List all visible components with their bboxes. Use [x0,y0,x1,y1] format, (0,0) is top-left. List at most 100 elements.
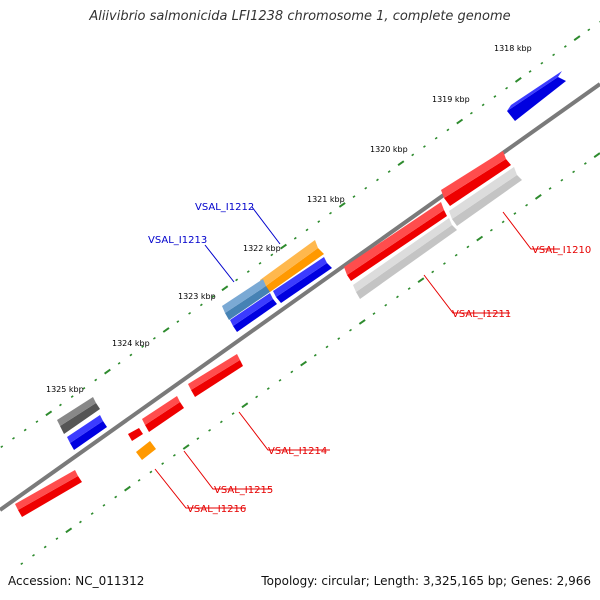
tick-mark [114,495,118,499]
tick-mark [305,228,309,232]
tick-mark [124,485,131,492]
tick-mark [161,462,165,465]
tick-mark [35,420,39,423]
gene-red-bottom-left[interactable] [18,476,82,517]
tick-mark [219,420,223,424]
gene-darkgray-1325[interactable] [60,403,100,434]
tick-mark [208,428,212,432]
tick-mark [349,328,352,332]
label-vsal-i1216[interactable]: VSAL_I1216 [187,504,246,515]
tick-mark [456,118,464,125]
gene-blue-1323-top [230,293,273,326]
tick-mark [235,278,239,282]
tick-mark [514,76,522,83]
label-vsal-i1212[interactable]: VSAL_I1212 [195,202,254,213]
tick-mark [583,162,587,165]
tick-mark [364,186,368,190]
gene-lightgray-vsal-i1210[interactable] [452,175,522,226]
tick-mark [104,368,111,375]
tick-mark [55,537,59,540]
gene-red-small[interactable] [128,428,143,441]
tick-mark [137,478,141,482]
tick-mark [59,403,62,407]
gene-blue-1325[interactable] [70,421,107,450]
tick-mark [317,220,321,223]
tick-mark [372,312,376,315]
genome-summary-text: Topology: circular; Length: 3,325,165 bp… [261,574,591,588]
gene-blue-1321[interactable] [276,263,332,303]
tick-mark [434,136,438,140]
label-vsal-i1214[interactable]: VSAL_I1214 [268,446,327,457]
label-vsal-i1211[interactable]: VSAL_I1211 [452,309,511,320]
tick-mark [70,395,74,398]
label-vsal-i1215[interactable]: VSAL_I1215 [214,485,273,496]
tick-mark [431,270,435,274]
gene-red-bottom-left-top [15,470,78,510]
gene-blue-1318[interactable] [507,77,566,121]
tick-mark [593,152,600,159]
gene-red-vsal-i1210-top-face [441,151,506,198]
tick-mark [572,170,576,174]
tick-mark [45,410,53,417]
gene-red-vsal-i1211-top-face [344,202,444,275]
tick-mark [102,503,106,507]
genome-title: Aliivibrio salmonicida LFI1238 chromosom… [89,9,511,24]
tick-mark [117,361,121,365]
tick-mark [129,353,133,357]
tick-mark [196,437,200,440]
tick-mark [79,520,82,524]
tick-mark [540,61,544,65]
gene-red-vsal-i1215[interactable] [145,402,184,432]
gene-red-vsal-i1215-top [142,396,180,425]
tick-mark [587,28,591,32]
gene-blue-1325-top [67,415,103,443]
tick-mark [82,386,86,390]
label-vsal-i1213[interactable]: VSAL_I1213 [148,235,207,246]
label-vsal-i1210[interactable]: VSAL_I1210 [532,245,591,256]
tick-mark [548,187,552,190]
tick-mark [246,270,250,273]
gene-red-vsal-i1210-top[interactable] [444,159,511,206]
tick-mark [411,153,415,157]
tick-mark [211,295,215,298]
tick-mark [152,336,156,340]
tick-mark [397,160,405,167]
leader-vsal-i1213 [204,244,235,283]
tick-mark [141,345,145,348]
gene-lightgray-vsal-i1210-top [449,167,517,219]
ruler-label-1321: 1321 kbp [307,195,345,204]
ruler-label-1319: 1319 kbp [432,95,470,104]
tick-mark [376,178,379,182]
tick-mark [43,545,47,549]
tick-mark [300,360,307,367]
gene-orange-vsal-i1212-top [260,240,318,288]
gene-blue-1318-top [507,71,562,111]
tick-mark [396,295,399,299]
tick-mark [255,395,259,399]
tick-mark [469,111,473,115]
tick-mark [293,236,297,240]
tick-mark [176,320,180,323]
tick-mark [290,370,294,374]
tick-mark [325,345,329,349]
leader-vsal-i1214 [238,411,330,451]
tick-mark [182,444,190,450]
leader-vsal-i1210 [502,211,560,250]
tick-mark [188,311,192,315]
tick-mark [552,53,556,57]
gene-steelblue-vsal-i1213[interactable] [225,286,270,320]
gene-orange-vsal-i1216[interactable] [136,441,156,460]
tick-mark [329,211,332,215]
tick-mark [20,562,24,566]
gene-lightgray-vsal-i1211[interactable] [356,225,457,299]
tick-mark [501,220,505,224]
tick-mark [443,262,446,265]
gene-blue-1323[interactable] [233,299,277,332]
gene-red-vsal-i1211-top[interactable] [347,210,447,281]
gene-red-vsal-i1214[interactable] [191,360,243,397]
tick-mark [270,253,274,257]
gene-orange-vsal-i1212[interactable] [263,248,324,292]
ruler-label-1320: 1320 kbp [370,145,408,154]
tick-marks [0,20,600,566]
